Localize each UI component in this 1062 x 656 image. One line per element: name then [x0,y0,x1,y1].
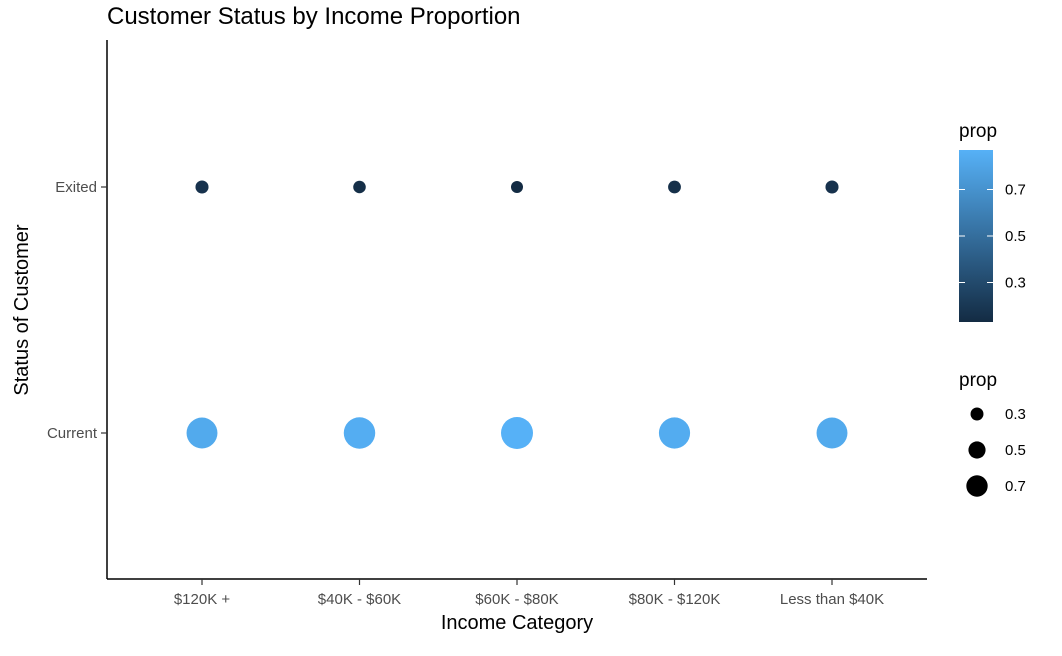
data-point [511,181,523,193]
data-point [343,417,376,449]
x-tick-label: $80K - $120K [629,591,721,608]
size-legend-key [966,475,988,497]
size-legend-title: prop [959,370,997,391]
data-point [195,180,209,194]
y-tick-label: Current [47,425,98,442]
colorbar-tick-label: 0.7 [1005,182,1026,199]
data-point [501,417,533,449]
colorbar-tick-label: 0.3 [1005,274,1026,291]
data-point [353,180,366,194]
x-tick-label: $120K + [174,591,231,608]
data-point [816,417,848,449]
x-tick-label: $60K - $80K [475,591,558,608]
size-legend-key [970,407,984,421]
size-legend-key [968,441,986,459]
color-legend-title: prop [959,121,997,142]
size-legend: prop 0.3 0.5 0.7 [959,370,1026,497]
data-point [825,180,839,194]
color-legend: prop 0.7 0.5 0.3 [959,121,1026,322]
data-point [658,417,691,449]
x-axis-title: Income Category [441,612,593,634]
size-legend-label: 0.7 [1005,478,1026,495]
colorbar-tick-label: 0.5 [1005,228,1026,245]
chart-title: Customer Status by Income Proportion [107,3,521,30]
x-tick-label: Less than $40K [780,591,884,608]
data-point [186,417,218,449]
x-tick-label: $40K - $60K [318,591,401,608]
plot-area: Current Exited $120K + $40K - $60K $60K - $… [47,40,927,608]
y-tick-label: Exited [55,179,97,196]
y-axis-title: Status of Customer [11,224,33,396]
size-legend-label: 0.5 [1005,442,1026,459]
data-point [668,180,681,194]
size-legend-label: 0.3 [1005,406,1026,423]
